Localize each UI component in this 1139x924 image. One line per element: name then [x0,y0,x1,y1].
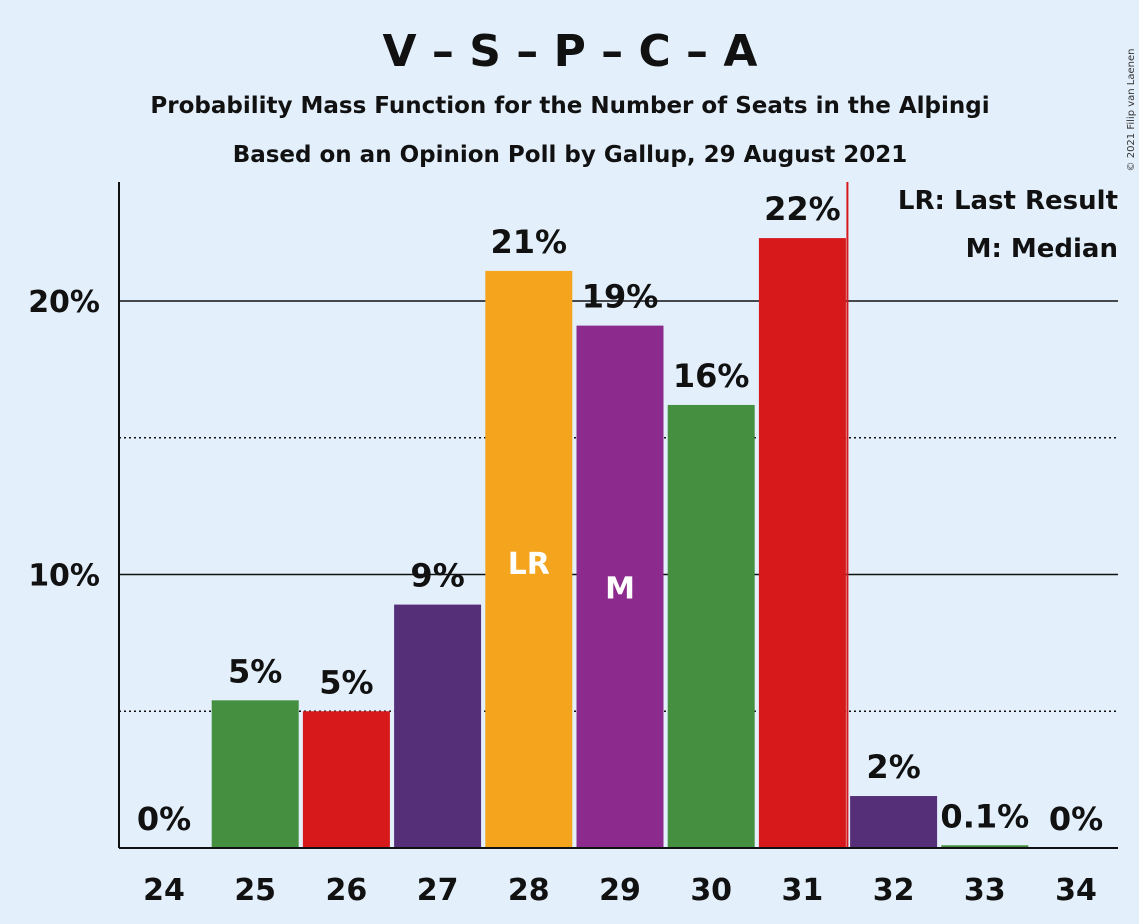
x-tick-label-30: 30 [690,873,732,908]
bar-value-label-26: 5% [319,663,373,701]
x-tick-label-26: 26 [326,873,368,908]
bar-31 [758,238,846,849]
x-tick-label-33: 33 [964,873,1006,908]
x-tick-label-24: 24 [143,873,185,908]
bar-27 [394,604,482,848]
x-tick-label-34: 34 [1055,873,1097,908]
x-tick-label-27: 27 [417,873,459,908]
x-tick-label-28: 28 [508,873,550,908]
bar-26 [302,711,390,848]
chart-subtitle-1: Probability Mass Function for the Number… [150,93,989,119]
legend-last-result: LR: Last Result [898,186,1118,216]
bar-value-label-24: 0% [137,800,191,838]
x-tick-label-31: 31 [782,873,824,908]
y-tick-label-1: 20% [28,285,100,320]
bar-value-label-28: 21% [491,223,568,261]
bar-32 [850,796,938,848]
bar-value-label-32: 2% [866,748,920,786]
bar-33 [941,845,1029,848]
bar-value-label-29: 19% [582,278,659,316]
chart-subtitle-2: Based on an Opinion Poll by Gallup, 29 A… [233,142,908,168]
median-marker: M [605,572,635,607]
bar-28 [485,270,573,848]
last-result-marker: LR [508,547,550,582]
bar-25 [211,700,299,848]
x-tick-label-29: 29 [599,873,641,908]
bar-29 [576,325,664,848]
bar-value-label-25: 5% [228,652,282,690]
x-axis: 24 25 26 27 28 29 30 31 32 33 34 [119,847,1118,908]
bar-value-label-33: 0.1% [940,797,1029,835]
x-tick-label-25: 25 [234,873,276,908]
copyright-note: © 2021 Filip van Laenen [1126,49,1137,172]
bars: 0% 5% 5% 9% 21% 19% 16% 22% 2% 0.1% 0% LR M [137,190,1103,849]
legend-median: M: Median [966,234,1118,264]
chart-title: V – S – P – C – A [383,26,758,77]
x-tick-label-32: 32 [873,873,915,908]
y-tick-label-0: 10% [28,559,100,594]
bar-value-label-30: 16% [673,357,750,395]
bar-value-label-34: 0% [1049,800,1103,838]
bar-value-label-31: 22% [764,190,841,228]
bar-30 [667,404,755,848]
y-axis: 10% 20% [28,182,120,848]
bar-value-label-27: 9% [410,557,464,595]
